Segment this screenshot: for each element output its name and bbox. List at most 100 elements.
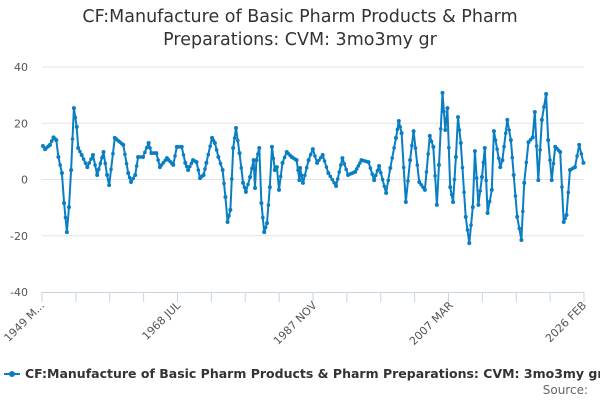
data-point [227, 214, 231, 218]
data-point [443, 128, 448, 132]
data-point [143, 150, 147, 155]
data-point [469, 223, 473, 227]
data-point [90, 153, 95, 158]
data-point [272, 167, 277, 172]
data-point [320, 153, 325, 158]
data-point [54, 138, 59, 143]
data-point [59, 171, 64, 176]
data-point [184, 164, 189, 169]
data-point [546, 138, 551, 143]
data-point [380, 177, 385, 182]
data-point [403, 200, 408, 204]
data-point [134, 164, 139, 168]
data-point [505, 117, 510, 122]
data-point [467, 241, 472, 246]
data-point [422, 187, 427, 192]
legend-item[interactable]: CF:Manufacture of Basic Pharm Products &… [4, 366, 600, 381]
x-tick-label: 2026 FEB [543, 299, 589, 345]
data-point [181, 153, 186, 157]
data-point [436, 162, 441, 167]
data-point [426, 152, 430, 156]
data-point [222, 181, 226, 186]
data-point [366, 160, 371, 165]
data-point [457, 128, 462, 132]
chart-title: CF:Manufacture of Basic Pharm Products &… [0, 6, 600, 52]
chart-title-line-1: CF:Manufacture of Basic Pharm Products &… [82, 7, 518, 27]
data-point [306, 158, 311, 163]
data-point [524, 160, 529, 165]
data-point [566, 190, 571, 195]
data-point [417, 180, 422, 185]
data-point [474, 176, 479, 180]
data-point [460, 165, 465, 170]
data-point [542, 105, 546, 109]
data-point [66, 205, 71, 210]
data-point [427, 133, 432, 138]
data-point [472, 149, 477, 154]
data-point [242, 185, 247, 190]
data-point [129, 180, 134, 185]
data-point [419, 182, 423, 187]
source-label: Source: [542, 383, 588, 397]
data-point [485, 210, 490, 215]
data-point [69, 167, 74, 172]
data-point [575, 154, 579, 158]
data-point [187, 164, 192, 169]
data-point [563, 216, 567, 221]
data-point [216, 155, 221, 159]
series-line [42, 91, 585, 245]
data-point [438, 127, 443, 131]
data-point [386, 178, 391, 183]
data-point [517, 226, 522, 231]
data-point [98, 161, 103, 166]
data-point [508, 138, 513, 143]
data-point [201, 173, 206, 177]
data-point [40, 144, 45, 149]
data-point [81, 157, 86, 161]
data-point [458, 140, 463, 145]
data-point [259, 201, 264, 206]
data-point [429, 139, 434, 144]
data-point [330, 177, 335, 182]
data-point [356, 164, 361, 168]
data-point [332, 180, 336, 185]
data-point [375, 168, 380, 173]
data-point [358, 161, 362, 165]
data-point [232, 136, 237, 140]
data-point [353, 169, 358, 174]
data-point [398, 125, 403, 129]
data-point [470, 205, 475, 210]
data-point [133, 173, 138, 177]
data-point [406, 179, 410, 183]
data-point [262, 230, 267, 235]
data-point [49, 139, 54, 143]
data-point [203, 167, 207, 171]
data-point [100, 155, 104, 160]
data-point [326, 171, 331, 176]
data-point [538, 148, 542, 152]
data-point [434, 202, 439, 207]
data-point [146, 140, 151, 145]
data-point [511, 173, 516, 177]
data-point [248, 174, 253, 179]
data-point [433, 174, 437, 178]
data-point [101, 149, 106, 154]
data-point [431, 144, 436, 149]
data-point [124, 161, 129, 166]
data-point [140, 155, 145, 159]
data-point [196, 168, 201, 172]
data-point [322, 159, 327, 163]
data-point [79, 153, 84, 158]
legend-line-marker-icon [4, 370, 20, 377]
data-point [315, 160, 320, 165]
data-point [548, 158, 552, 162]
data-point [239, 166, 244, 170]
data-point [144, 145, 149, 150]
data-point [266, 203, 271, 207]
data-point [324, 165, 329, 169]
data-point [73, 115, 78, 120]
data-point [476, 202, 481, 207]
data-point [214, 148, 219, 152]
data-point [282, 155, 287, 160]
